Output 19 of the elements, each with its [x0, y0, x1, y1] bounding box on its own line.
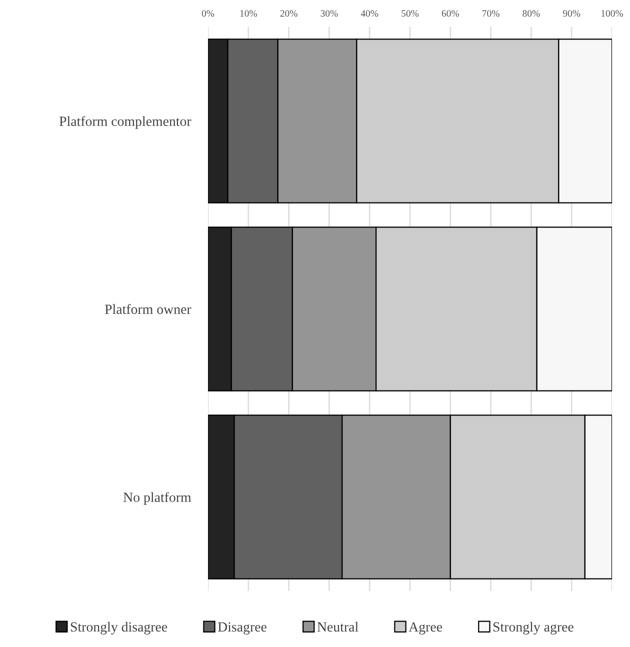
legend-label: Strongly agree — [493, 622, 574, 634]
legend-label: Strongly disagree — [70, 622, 168, 634]
y-tick-label: Platform owner — [104, 304, 192, 314]
y-tick-label: No platform — [123, 492, 192, 505]
y-tick-label: Platform complementor — [59, 116, 192, 129]
x-tick-label: 0% — [202, 10, 214, 17]
x-tick-label: 50% — [402, 10, 419, 17]
x-tick-label: 20% — [280, 10, 298, 17]
x-tick-label: 60% — [442, 10, 459, 17]
legend-label: Agree — [408, 622, 442, 634]
x-tick-label: 100% — [602, 10, 624, 17]
x-tick-label: 10% — [240, 10, 257, 17]
x-tick-label: 40% — [360, 10, 378, 17]
x-tick-label: 80% — [522, 10, 540, 17]
legend-label: Neutral — [317, 622, 358, 632]
x-tick-label: 30% — [320, 10, 338, 17]
x-tick-label: 90% — [563, 10, 580, 17]
legend-label: Disagree — [218, 622, 266, 634]
x-tick-label: 70% — [482, 10, 500, 17]
